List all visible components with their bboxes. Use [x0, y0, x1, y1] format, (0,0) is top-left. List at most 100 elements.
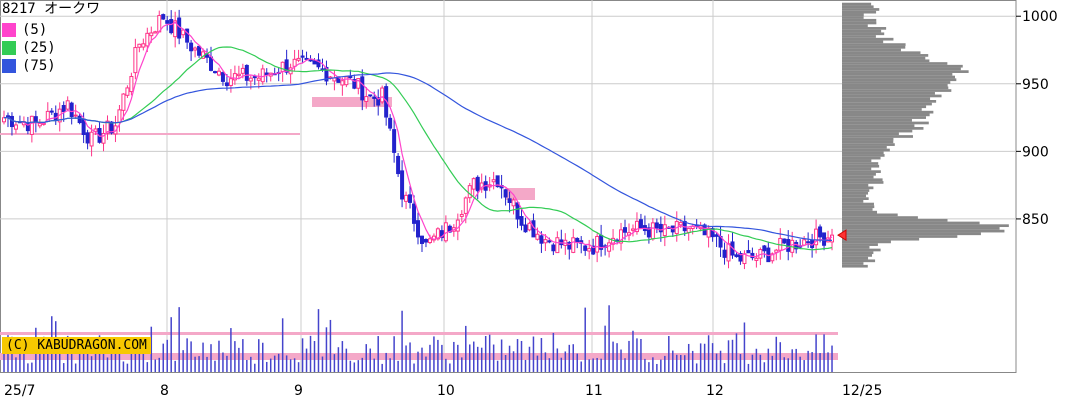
profile-bar-91: [842, 18, 877, 22]
y-tick-label-0: 1000: [1022, 9, 1058, 25]
candle-body-71: [284, 59, 289, 73]
profile-bar-23: [842, 202, 874, 206]
ma5-line: [3, 21, 833, 258]
candle-body-114: [455, 219, 460, 232]
candle-body-43: [173, 20, 178, 38]
candle-body-6: [25, 121, 30, 132]
y-tick-label-2: 900: [1022, 144, 1049, 160]
legend-item-ma5: (5): [2, 21, 100, 39]
band-1: [0, 332, 838, 335]
candle-body-21: [85, 132, 90, 144]
candle-body-59: [236, 73, 241, 77]
candle-body-74: [296, 57, 301, 61]
profile-bar-34: [842, 172, 876, 176]
candle-body-19: [77, 115, 82, 124]
candle-body-12: [49, 110, 54, 113]
candle-body-107: [427, 238, 432, 244]
candle-body-127: [507, 198, 512, 204]
profile-bar-59: [842, 105, 927, 109]
candle-body-52: [209, 56, 214, 71]
profile-bar-49: [842, 132, 899, 136]
profile-bar-17: [842, 218, 948, 222]
candle-body-149: [595, 235, 600, 253]
profile-bar-25: [842, 197, 869, 200]
candle-body-35: [141, 43, 146, 48]
candle-body-16: [65, 100, 70, 110]
candle-body-139: [555, 237, 560, 254]
profile-bar-50: [842, 129, 913, 133]
profile-bar-22: [842, 205, 875, 209]
candle-body-118: [471, 178, 476, 190]
x-tick-label-2: 9: [294, 383, 303, 399]
candle-body-15: [61, 105, 66, 113]
candle-body-179: [714, 234, 719, 237]
x-tick-label-0: 25/7: [4, 383, 35, 399]
candle-body-58: [232, 73, 237, 81]
profile-bar-88: [842, 27, 887, 30]
candle-body-103: [412, 203, 417, 224]
candle-body-205: [818, 226, 823, 238]
profile-bar-4: [842, 254, 873, 257]
x-tick-label-6: 12/25: [842, 383, 882, 399]
profile-bar-56: [842, 113, 930, 117]
profile-bar-63: [842, 94, 942, 98]
candle-body-165: [658, 223, 663, 233]
candle-body-132: [527, 222, 532, 231]
profile-bar-74: [842, 64, 963, 68]
profile-bar-21: [842, 208, 873, 211]
candle-body-153: [611, 237, 616, 245]
candle-body-62: [248, 77, 253, 82]
profile-bar-70: [842, 75, 955, 79]
candle-body-90: [360, 76, 365, 101]
profile-bar-30: [842, 183, 869, 187]
candle-body-17: [69, 102, 74, 118]
candle-body-78: [312, 60, 317, 65]
profile-bar-5: [842, 251, 874, 255]
candle-body-159: [634, 220, 639, 233]
profile-bar-48: [842, 135, 913, 138]
candle-body-41: [165, 20, 170, 24]
candle-body-138: [551, 244, 556, 252]
candle-body-37: [149, 32, 154, 37]
profile-bar-97: [842, 2, 872, 6]
candle-body-54: [216, 70, 221, 76]
candle-body-201: [802, 239, 807, 246]
candle-body-53: [212, 71, 217, 74]
candle-body-34: [137, 43, 142, 48]
band-2: [0, 353, 838, 360]
candle-body-56: [224, 82, 229, 87]
profile-bar-10: [842, 237, 920, 241]
profile-bar-24: [842, 200, 864, 203]
candle-body-130: [519, 216, 524, 226]
profile-bar-66: [842, 86, 949, 90]
profile-bar-54: [842, 118, 912, 122]
candle-body-33: [133, 47, 138, 74]
candle-body-189: [754, 257, 759, 261]
profile-bar-58: [842, 108, 922, 111]
candle-body-99: [396, 155, 401, 175]
plot-border: [0, 0, 1017, 373]
profile-bar-94: [842, 10, 877, 14]
profile-bar-12: [842, 232, 981, 236]
candle-body-160: [638, 219, 643, 229]
candle-body-106: [423, 238, 428, 243]
candle-body-164: [654, 222, 659, 229]
candle-body-137: [547, 240, 552, 243]
profile-bar-38: [842, 162, 879, 165]
candle-body-116: [463, 197, 468, 214]
candle-body-23: [93, 128, 98, 132]
profile-bar-86: [842, 32, 885, 36]
profile-bar-72: [842, 70, 969, 73]
candle-body-128: [511, 199, 516, 207]
ma75-swatch: [2, 59, 16, 73]
profile-bar-95: [842, 8, 880, 11]
candle-body-76: [304, 57, 309, 60]
candle-body-193: [770, 253, 775, 262]
x-tick-label-5: 12: [706, 383, 724, 399]
candle-body-184: [734, 254, 739, 258]
candle-body-2: [9, 115, 14, 128]
candle-body-36: [145, 32, 150, 47]
candle-body-26: [105, 120, 110, 134]
profile-bar-2: [842, 259, 876, 263]
profile-bar-61: [842, 100, 937, 103]
